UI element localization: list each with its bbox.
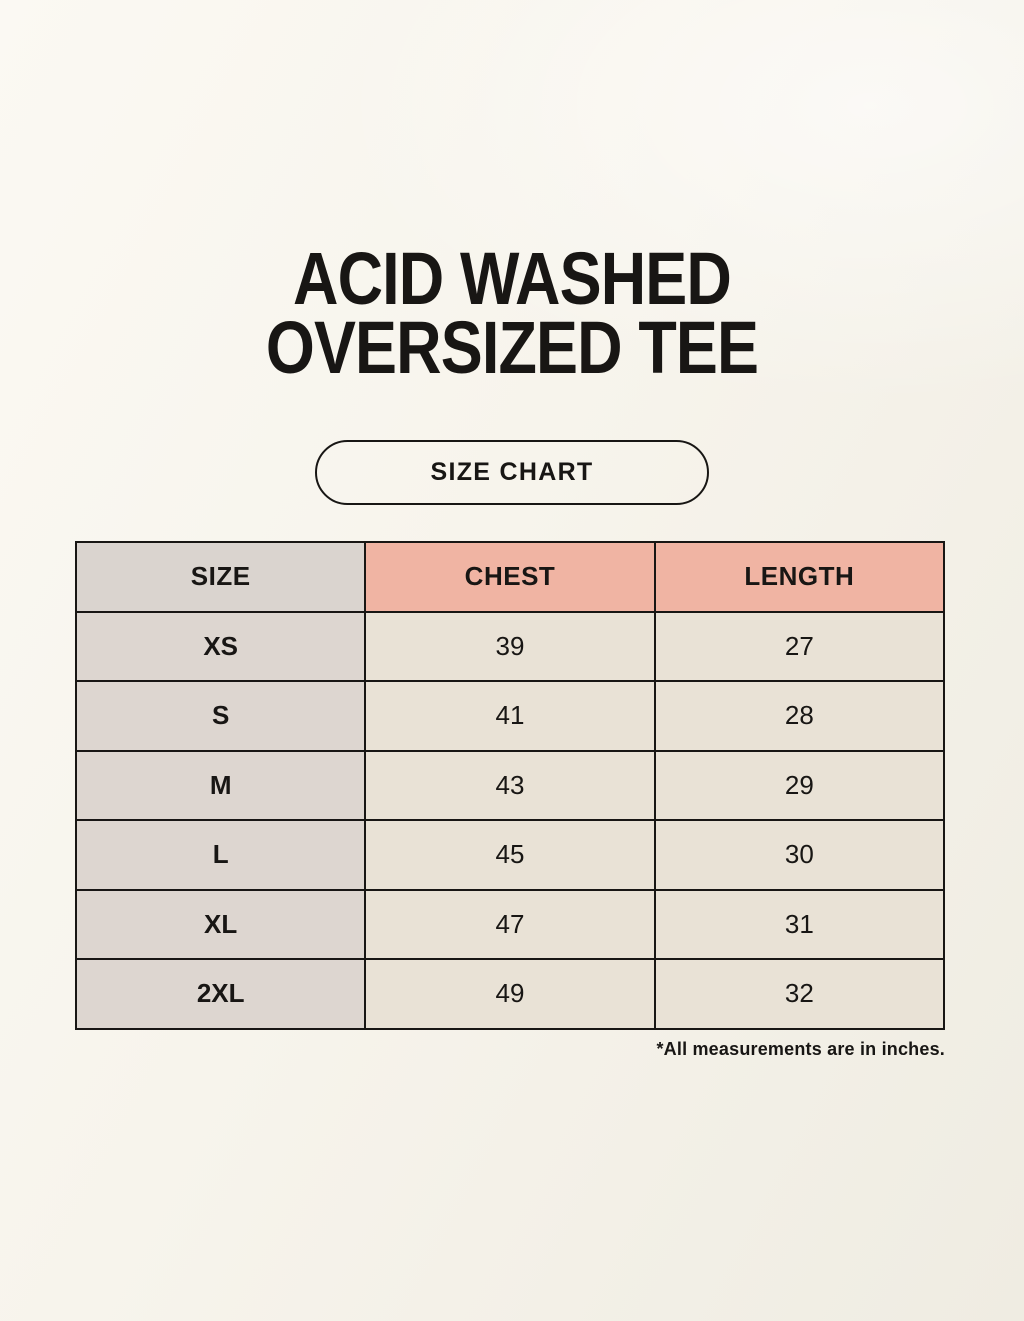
product-title: ACID WASHED OVERSIZED TEE	[77, 237, 947, 389]
header-cell-size: SIZE	[74, 541, 367, 613]
table-row-xs: XS 39 27	[74, 610, 946, 682]
size-cell: M	[74, 749, 367, 821]
size-chart-button[interactable]: SIZE CHART	[315, 440, 709, 505]
chest-cell: 39	[364, 610, 656, 682]
chest-cell: 47	[364, 888, 656, 960]
length-cell: 28	[653, 680, 946, 752]
size-chart-section: SIZE CHEST LENGTH XS 39 27 S 41 28 M 43 …	[74, 541, 946, 1060]
length-cell: 30	[653, 819, 946, 891]
table-row-xl: XL 47 31	[74, 888, 946, 960]
length-cell: 29	[653, 749, 946, 821]
table-header-row: SIZE CHEST LENGTH	[74, 541, 946, 613]
size-cell: L	[74, 819, 367, 891]
product-title-line-2: OVERSIZED TEE	[265, 306, 759, 389]
table-row-m: M 43 29	[74, 749, 946, 821]
chest-cell: 41	[364, 680, 656, 752]
table-row-s: S 41 28	[74, 680, 946, 752]
table-row-2xl: 2XL 49 32	[74, 958, 946, 1030]
header-cell-chest: CHEST	[364, 541, 656, 613]
size-cell: XL	[74, 888, 367, 960]
measurements-footnote: *All measurements are in inches.	[656, 1038, 945, 1059]
size-chart-table: SIZE CHEST LENGTH XS 39 27 S 41 28 M 43 …	[74, 541, 946, 1030]
length-cell: 27	[653, 610, 946, 682]
table-row-l: L 45 30	[74, 819, 946, 891]
header-cell-length: LENGTH	[653, 541, 946, 613]
length-cell: 31	[653, 888, 946, 960]
length-cell: 32	[653, 958, 946, 1030]
size-cell: S	[74, 680, 367, 752]
size-cell: XS	[74, 610, 367, 682]
product-title-line-1: ACID WASHED	[293, 237, 732, 320]
chest-cell: 45	[364, 819, 656, 891]
chest-cell: 49	[364, 958, 656, 1030]
chest-cell: 43	[364, 749, 656, 821]
size-cell: 2XL	[74, 958, 367, 1030]
